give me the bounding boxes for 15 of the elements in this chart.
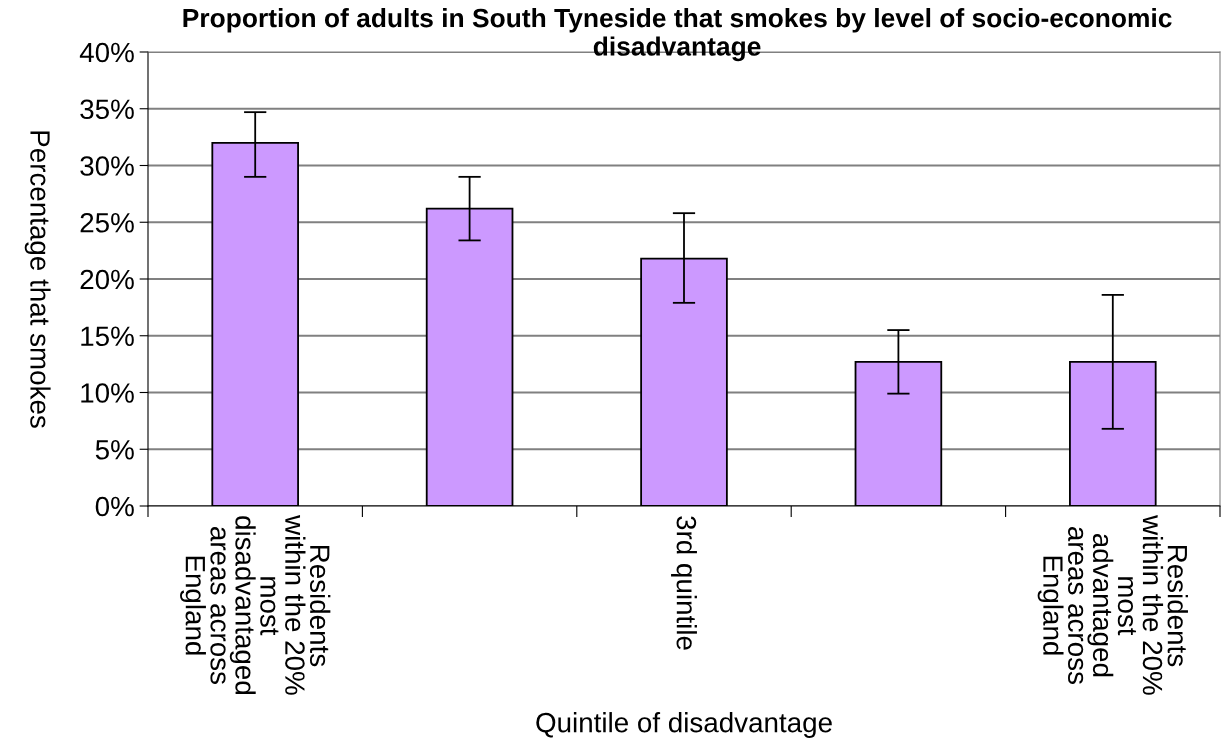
x-axis-title: Quintile of disadvantage xyxy=(536,712,832,738)
y-tick-label: 40% xyxy=(79,42,134,63)
y-tick-label: 25% xyxy=(80,212,134,233)
y-tick-label: 35% xyxy=(80,99,134,120)
chart-title: Proportion of adults in South Tyneside that smokes by level of socio-economic disadvantage xyxy=(183,8,1172,62)
y-tick-label: 10% xyxy=(81,383,134,403)
y-tick-label: 15% xyxy=(81,326,134,347)
x-tick-label: Residents within the 20% most advantaged areas across England xyxy=(1037,515,1188,695)
y-tick-label: 20% xyxy=(80,269,134,290)
y-tick-label: 30% xyxy=(80,156,134,176)
x-tick-label: Residents within the 20% most disadvantaged areas across England xyxy=(180,515,331,695)
y-axis-title: Percentage that smokes xyxy=(24,131,51,428)
y-tick-label: 5% xyxy=(95,440,134,460)
x-tick-label: 3rd quintile xyxy=(671,516,697,650)
y-tick-label: 0% xyxy=(95,496,134,517)
